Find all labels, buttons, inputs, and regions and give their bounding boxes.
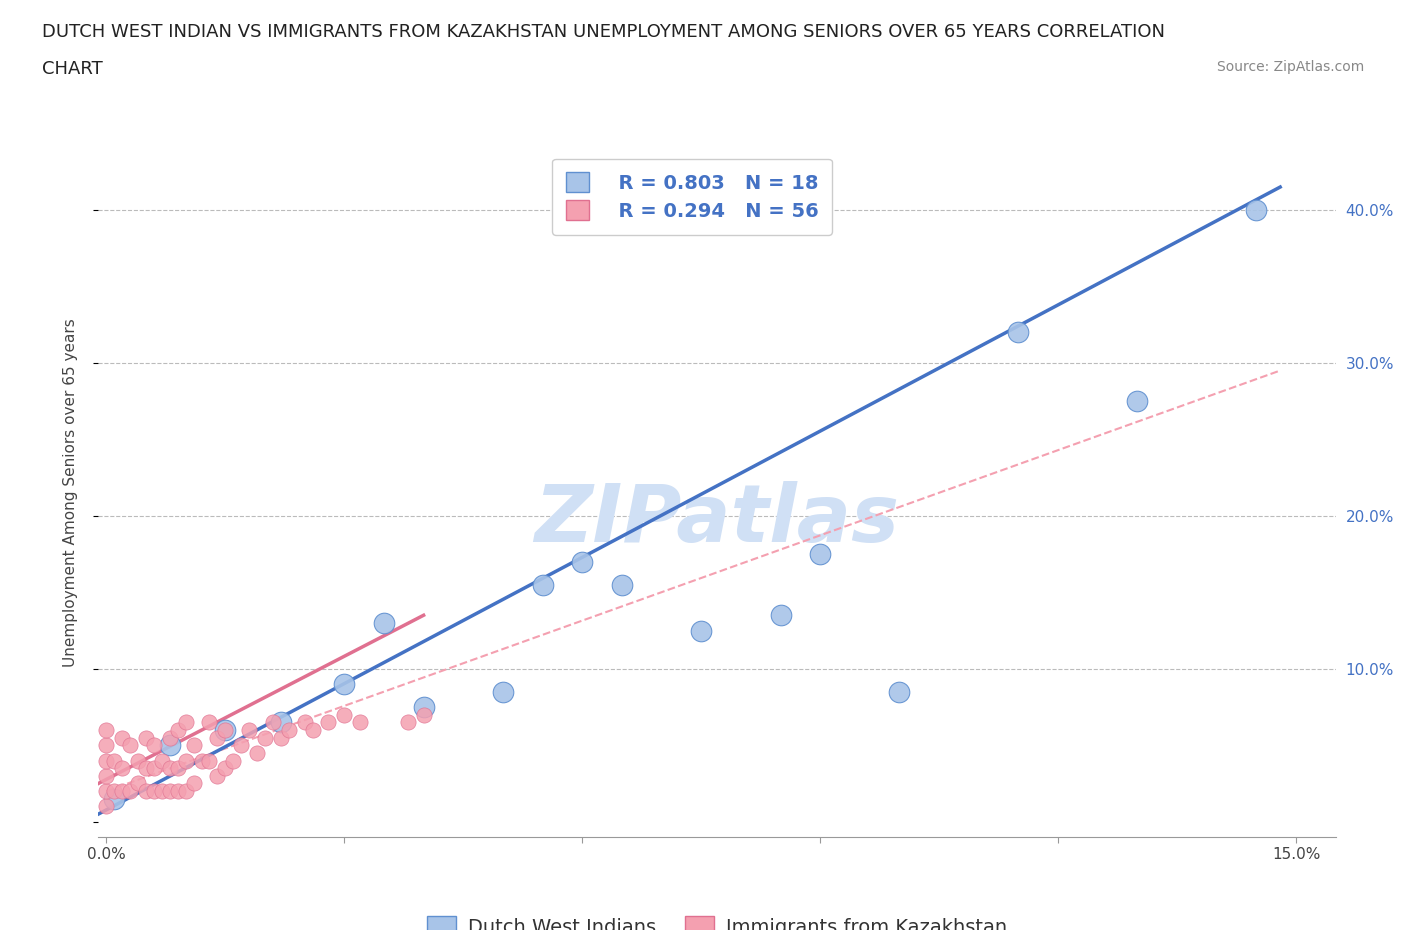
Point bbox=[159, 730, 181, 745]
Point bbox=[103, 753, 125, 768]
Point bbox=[166, 723, 188, 737]
Point bbox=[127, 753, 149, 768]
Point bbox=[174, 753, 197, 768]
Point bbox=[96, 753, 118, 768]
Point bbox=[120, 737, 142, 752]
Point bbox=[333, 677, 356, 692]
Point bbox=[769, 608, 792, 623]
Point bbox=[183, 776, 205, 790]
Point bbox=[142, 761, 165, 776]
Point bbox=[349, 715, 371, 730]
Point bbox=[135, 784, 157, 799]
Point bbox=[198, 715, 221, 730]
Point bbox=[103, 784, 125, 799]
Point bbox=[166, 761, 188, 776]
Point bbox=[135, 730, 157, 745]
Point bbox=[253, 730, 276, 745]
Point bbox=[207, 730, 229, 745]
Point bbox=[96, 799, 118, 814]
Point bbox=[198, 753, 221, 768]
Point bbox=[238, 723, 260, 737]
Point bbox=[246, 746, 269, 761]
Point bbox=[96, 737, 118, 752]
Point bbox=[294, 715, 316, 730]
Point bbox=[318, 715, 340, 730]
Point bbox=[166, 784, 188, 799]
Point bbox=[111, 730, 134, 745]
Point bbox=[808, 547, 831, 562]
Point bbox=[222, 753, 245, 768]
Point bbox=[135, 761, 157, 776]
Point bbox=[174, 715, 197, 730]
Text: CHART: CHART bbox=[42, 60, 103, 78]
Point bbox=[231, 737, 253, 752]
Point bbox=[159, 761, 181, 776]
Point bbox=[96, 723, 118, 737]
Point bbox=[270, 730, 292, 745]
Point bbox=[270, 715, 292, 730]
Point bbox=[214, 723, 236, 737]
Point bbox=[96, 784, 118, 799]
Point bbox=[190, 753, 212, 768]
Point bbox=[103, 791, 125, 806]
Y-axis label: Unemployment Among Seniors over 65 years: Unemployment Among Seniors over 65 years bbox=[63, 319, 77, 668]
Point bbox=[174, 784, 197, 799]
Point bbox=[214, 723, 236, 737]
Point bbox=[183, 737, 205, 752]
Point bbox=[277, 723, 299, 737]
Point bbox=[96, 768, 118, 783]
Text: DUTCH WEST INDIAN VS IMMIGRANTS FROM KAZAKHSTAN UNEMPLOYMENT AMONG SENIORS OVER : DUTCH WEST INDIAN VS IMMIGRANTS FROM KAZ… bbox=[42, 23, 1166, 41]
Point bbox=[127, 776, 149, 790]
Point bbox=[571, 554, 593, 569]
Point bbox=[412, 707, 434, 722]
Point bbox=[1007, 325, 1029, 339]
Point bbox=[396, 715, 419, 730]
Point bbox=[610, 578, 633, 592]
Point bbox=[159, 784, 181, 799]
Point bbox=[207, 768, 229, 783]
Point bbox=[262, 715, 284, 730]
Legend: Dutch West Indians, Immigrants from Kazakhstan: Dutch West Indians, Immigrants from Kaza… bbox=[419, 909, 1015, 930]
Point bbox=[214, 761, 236, 776]
Point bbox=[412, 699, 434, 714]
Point bbox=[159, 737, 181, 752]
Point bbox=[111, 784, 134, 799]
Point bbox=[531, 578, 554, 592]
Point bbox=[150, 784, 173, 799]
Point bbox=[333, 707, 356, 722]
Point bbox=[492, 684, 515, 699]
Point bbox=[889, 684, 911, 699]
Point bbox=[142, 737, 165, 752]
Point bbox=[373, 616, 395, 631]
Point bbox=[301, 723, 323, 737]
Point bbox=[111, 761, 134, 776]
Point bbox=[150, 753, 173, 768]
Point bbox=[142, 784, 165, 799]
Point bbox=[1246, 203, 1268, 218]
Text: Source: ZipAtlas.com: Source: ZipAtlas.com bbox=[1216, 60, 1364, 74]
Point bbox=[120, 784, 142, 799]
Text: ZIPatlas: ZIPatlas bbox=[534, 482, 900, 560]
Point bbox=[1126, 393, 1149, 408]
Point bbox=[690, 623, 713, 638]
